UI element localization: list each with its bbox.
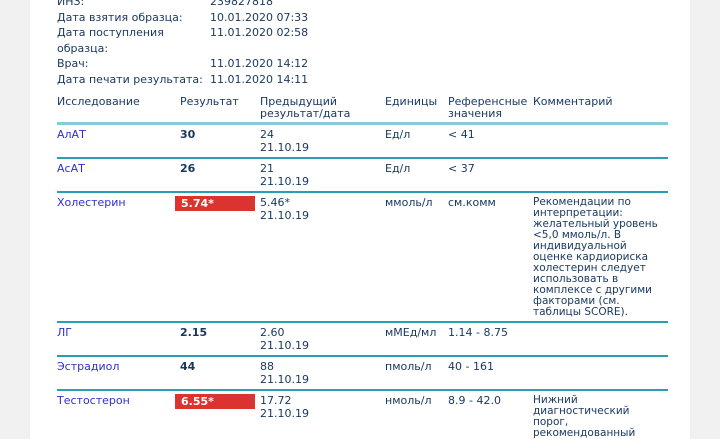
info-row-doctor: Врач: 11.01.2020 14:12 (57, 56, 690, 72)
result-value: 2.15 (180, 322, 260, 357)
table-header-row: Исследование Результат Предыдущий резуль… (57, 96, 668, 125)
previous-date: 21.10.19 (260, 407, 309, 420)
column-header-result: Результат (180, 96, 260, 125)
column-header-units: Единицы (385, 96, 448, 125)
test-name: АсАТ (57, 158, 180, 193)
sample-info-block: ИНЗ: 239827818 Дата взятия образца: 10.0… (57, 0, 690, 87)
test-name: Тестостерон (57, 390, 180, 439)
table-row: Холестерин 5.74* 5.46* 21.10.19 ммоль/л … (57, 192, 668, 323)
previous-result: 5.46* 21.10.19 (260, 192, 385, 323)
units: нмоль/л (385, 390, 448, 439)
results-table: Исследование Результат Предыдущий резуль… (57, 96, 668, 439)
previous-value: 17.72 (260, 394, 292, 407)
test-name: Холестерин (57, 192, 180, 323)
previous-date: 21.10.19 (260, 373, 309, 386)
printed-label: Дата печати результата: (57, 72, 203, 86)
info-row-sample-taken: Дата взятия образца: 10.01.2020 07:33 (57, 10, 690, 26)
table-row: АсАТ 26 21 21.10.19 Ед/л < 37 (57, 158, 668, 193)
reference-range: 40 - 161 (448, 356, 533, 391)
table-row: Тестостерон 6.55* 17.72 21.10.19 нмоль/л… (57, 390, 668, 439)
comment (533, 158, 668, 193)
previous-date: 21.10.19 (260, 209, 309, 222)
printed-value: 11.01.2020 14:11 (210, 72, 309, 86)
reference-range: < 37 (448, 158, 533, 193)
result-value: 44 (180, 356, 260, 391)
previous-result: 24 21.10.19 (260, 123, 385, 159)
previous-result: 88 21.10.19 (260, 356, 385, 391)
info-row-sample-received: Дата поступления образца: 11.01.2020 02:… (57, 25, 690, 56)
reference-range: 1.14 - 8.75 (448, 322, 533, 357)
previous-date: 21.10.19 (260, 175, 309, 188)
column-header-previous: Предыдущий результат/дата (260, 96, 385, 125)
column-header-comment: Комментарий (533, 96, 668, 125)
abnormal-result-badge: 5.74* (175, 196, 255, 211)
previous-value: 2.60 (260, 326, 285, 339)
previous-result: 2.60 21.10.19 (260, 322, 385, 357)
inz-label: ИНЗ: (57, 0, 85, 8)
units: пмоль/л (385, 356, 448, 391)
page-left-margin (0, 0, 30, 439)
reference-range: < 41 (448, 123, 533, 159)
column-header-test: Исследование (57, 96, 180, 125)
comment: Рекомендации по интерпретации: желательн… (533, 192, 668, 323)
info-row-inz: ИНЗ: 239827818 (57, 0, 690, 10)
info-row-printed: Дата печати результата: 11.01.2020 14:11 (57, 72, 690, 88)
comment (533, 322, 668, 357)
sample-received-label: Дата поступления образца: (57, 26, 164, 55)
units: Ед/л (385, 123, 448, 159)
sample-taken-value: 10.01.2020 07:33 (210, 10, 309, 24)
previous-value: 5.46* (260, 196, 290, 209)
comment: Нижний диагностический порог, рекомендов… (533, 390, 668, 439)
table-row: АлАТ 30 24 21.10.19 Ед/л < 41 (57, 123, 668, 159)
units: ммоль/л (385, 192, 448, 323)
result-value: 30 (180, 123, 260, 159)
previous-result: 21 21.10.19 (260, 158, 385, 193)
previous-value: 88 (260, 360, 274, 373)
table-row: Эстрадиол 44 88 21.10.19 пмоль/л 40 - 16… (57, 356, 668, 391)
reference-range: см.комм (448, 192, 533, 323)
test-name: ЛГ (57, 322, 180, 357)
page-right-margin (690, 0, 720, 439)
previous-result: 17.72 21.10.19 (260, 390, 385, 439)
abnormal-result-badge: 6.55* (175, 394, 255, 409)
column-header-reference: Референсные значения (448, 96, 533, 125)
comment (533, 356, 668, 391)
doctor-label: Врач: (57, 57, 89, 70)
test-name: Эстрадиол (57, 356, 180, 391)
previous-value: 24 (260, 128, 274, 141)
lab-report-document: ИНЗ: 239827818 Дата взятия образца: 10.0… (30, 0, 690, 439)
units: Ед/л (385, 158, 448, 193)
result-value: 26 (180, 158, 260, 193)
doctor-value: 11.01.2020 14:12 (210, 57, 309, 70)
reference-range: 8.9 - 42.0 (448, 390, 533, 439)
previous-date: 21.10.19 (260, 141, 309, 154)
result-value: 6.55* (175, 390, 260, 439)
comment (533, 123, 668, 159)
previous-value: 21 (260, 162, 274, 175)
result-value: 5.74* (175, 192, 260, 323)
test-name: АлАТ (57, 123, 180, 159)
previous-date: 21.10.19 (260, 339, 309, 352)
sample-taken-label: Дата взятия образца: (57, 10, 183, 24)
units: мМЕд/мл (385, 322, 448, 357)
inz-value: 239827818 (210, 0, 273, 8)
sample-received-value: 11.01.2020 02:58 (210, 26, 309, 39)
table-row: ЛГ 2.15 2.60 21.10.19 мМЕд/мл 1.14 - 8.7… (57, 322, 668, 357)
